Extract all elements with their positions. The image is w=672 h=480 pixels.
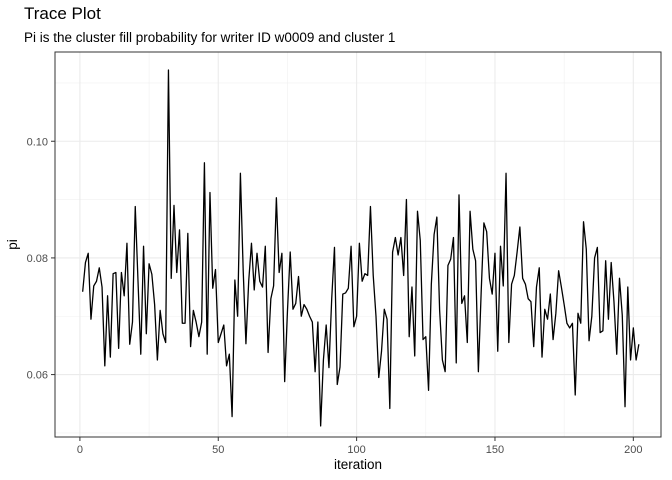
- y-axis-title: pi: [5, 239, 20, 250]
- x-axis-title: iteration: [334, 457, 382, 472]
- y-tick-label: 0.10: [27, 136, 48, 148]
- minor-gridlines: [55, 52, 661, 437]
- y-tick-label: 0.06: [27, 370, 48, 382]
- x-tick-label: 0: [77, 444, 83, 456]
- panel-border: [54, 51, 662, 438]
- y-tick-label: 0.08: [27, 253, 48, 265]
- x-tick-label: 50: [212, 444, 224, 456]
- panel-background: [55, 52, 661, 437]
- x-axis-ticks: 0 50 100 150 200: [77, 437, 643, 456]
- x-tick-label: 100: [347, 444, 365, 456]
- trace-line: [82, 69, 640, 427]
- y-axis-ticks: 0.06 0.08 0.10: [27, 136, 55, 382]
- major-gridlines: [55, 52, 661, 437]
- chart-subtitle: Pi is the cluster fill probability for w…: [24, 30, 396, 45]
- chart-title: Trace Plot: [24, 4, 101, 23]
- x-tick-label: 200: [624, 444, 642, 456]
- x-tick-label: 150: [486, 444, 504, 456]
